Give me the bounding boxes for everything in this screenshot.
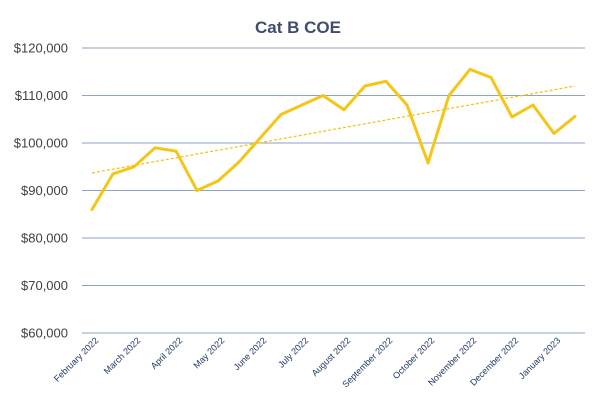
data-point	[195, 189, 199, 192]
chart-title: Cat B COE	[255, 18, 341, 37]
data-point	[132, 165, 136, 169]
data-point	[216, 179, 220, 183]
data-point	[363, 84, 367, 88]
y-tick-label: $90,000	[21, 183, 68, 198]
y-axis-tick-labels: $60,000 $70,000 $80,000 $90,000 $100,000 $110…	[14, 41, 68, 341]
data-point	[531, 103, 535, 107]
data-point	[153, 146, 157, 150]
trendline-layer	[91, 85, 576, 174]
data-point	[573, 115, 577, 118]
trendline	[91, 85, 576, 174]
data-point	[552, 132, 556, 135]
y-tick-label: $120,000	[14, 41, 68, 56]
series-layer	[90, 67, 577, 211]
data-point	[90, 208, 94, 211]
data-point	[174, 149, 178, 153]
data-point	[111, 172, 115, 176]
data-point	[321, 94, 325, 97]
y-tick-label: $100,000	[14, 136, 68, 151]
data-point	[405, 103, 409, 107]
data-point	[510, 115, 514, 119]
data-point	[279, 113, 283, 116]
data-point	[447, 94, 451, 97]
data-point	[426, 161, 430, 165]
y-tick-label: $70,000	[21, 278, 68, 293]
y-tick-label: $60,000	[21, 326, 68, 341]
data-point	[468, 67, 472, 71]
data-point	[237, 160, 241, 164]
data-point	[300, 103, 304, 107]
data-point	[258, 136, 262, 140]
y-tick-label: $80,000	[21, 231, 68, 246]
series-line	[90, 67, 577, 211]
y-tick-label: $110,000	[15, 88, 68, 103]
data-point	[489, 76, 493, 79]
data-point	[384, 79, 388, 83]
data-point	[342, 108, 346, 112]
